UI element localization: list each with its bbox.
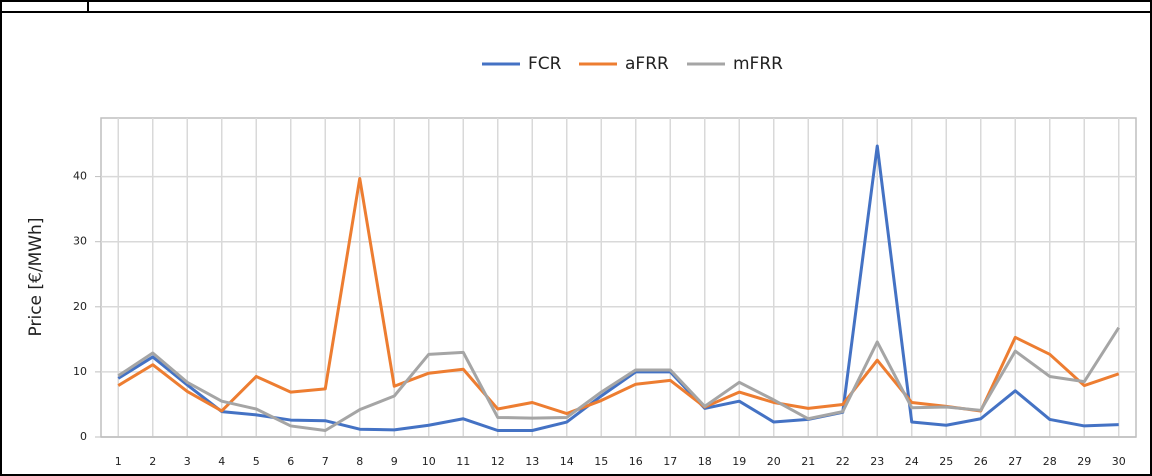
x-tick-label: 18 (698, 455, 712, 468)
x-tick-label: 3 (184, 455, 191, 468)
y-tick-label: 30 (73, 235, 87, 248)
series-line (117, 144, 1119, 432)
x-tick-label: 6 (287, 455, 294, 468)
y-tick-label: 10 (73, 365, 87, 378)
x-tick-label: 13 (525, 455, 539, 468)
x-tick-label: 29 (1077, 455, 1091, 468)
x-tick-label: 21 (801, 455, 815, 468)
x-tick-label: 12 (491, 455, 505, 468)
x-tick-label: 10 (422, 455, 436, 468)
x-tick-label: 25 (939, 455, 953, 468)
x-tick-label: 16 (629, 455, 643, 468)
x-tick-label: 11 (456, 455, 470, 468)
x-tick-label: 27 (1008, 455, 1022, 468)
x-tick-label: 2 (149, 455, 156, 468)
x-tick-label: 15 (594, 455, 608, 468)
legend-label: mFRR (733, 54, 783, 74)
legend-label: FCR (528, 54, 562, 74)
x-tick-label: 4 (218, 455, 225, 468)
y-tick-label: 40 (73, 170, 87, 183)
x-tick-label: 26 (974, 455, 988, 468)
x-tick-label: 22 (836, 455, 850, 468)
y-tick-label: 0 (80, 430, 87, 443)
x-tick-label: 14 (560, 455, 574, 468)
x-tick-label: 24 (905, 455, 919, 468)
x-tick-label: 30 (1112, 455, 1126, 468)
legend-label: aFRR (625, 54, 669, 74)
x-tick-label: 28 (1043, 455, 1057, 468)
x-tick-label: 23 (870, 455, 884, 468)
x-tick-label: 1 (115, 455, 122, 468)
x-tick-label: 8 (356, 455, 363, 468)
x-tick-label: 17 (663, 455, 677, 468)
y-axis-title: Price [€/MWh] (26, 218, 46, 337)
y-tick-label: 20 (73, 300, 87, 313)
series-line (117, 326, 1121, 432)
x-tick-label: 19 (732, 455, 746, 468)
x-tick-label: 7 (322, 455, 329, 468)
x-tick-label: 9 (391, 455, 398, 468)
x-tick-label: 20 (767, 455, 781, 468)
x-tick-label: 5 (253, 455, 260, 468)
